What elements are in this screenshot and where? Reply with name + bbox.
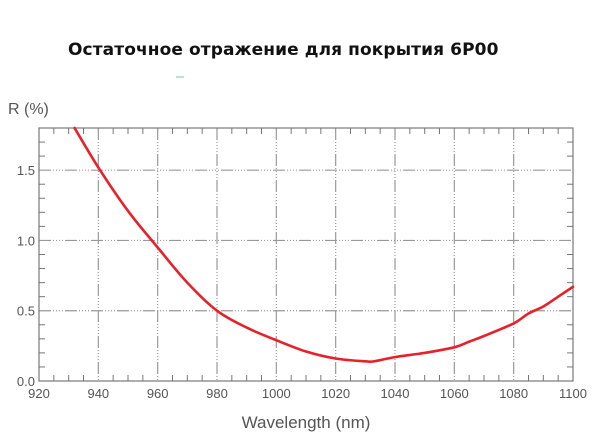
x-tick-label: 1000 (262, 386, 291, 401)
plot-frame (38, 127, 574, 382)
decorative-dash (176, 76, 184, 78)
y-axis-title: R (%) (8, 101, 49, 118)
x-tick-label: 940 (87, 386, 109, 401)
x-tick-label: 920 (28, 386, 50, 401)
x-tick-label: 1020 (321, 386, 350, 401)
x-tick-label: 1100 (559, 386, 587, 401)
chart-title: Остаточное отражение для покрытия 6P00 (68, 40, 499, 60)
y-tick-label: 0.5 (17, 304, 35, 319)
reflectance-curve (73, 126, 575, 364)
y-tick-label: 1.5 (17, 163, 35, 178)
x-tick-label: 1040 (381, 386, 410, 401)
x-axis-title: Wavelength (nm) (242, 413, 371, 432)
x-tick-label: 1080 (499, 386, 528, 401)
x-tick-label: 980 (206, 386, 228, 401)
y-tick-labels: 0.0 0.5 1.0 1.5 (17, 163, 35, 389)
x-tick-labels: 920 940 960 980 1000 1020 1040 1060 1080 1100 (28, 386, 587, 401)
x-tick-label: 1060 (440, 386, 469, 401)
axis-ticks (39, 128, 573, 381)
y-tick-label: 1.0 (17, 233, 35, 248)
x-tick-label: 960 (147, 386, 169, 401)
grid-lines (39, 128, 573, 381)
y-tick-label: 0.0 (17, 374, 35, 389)
